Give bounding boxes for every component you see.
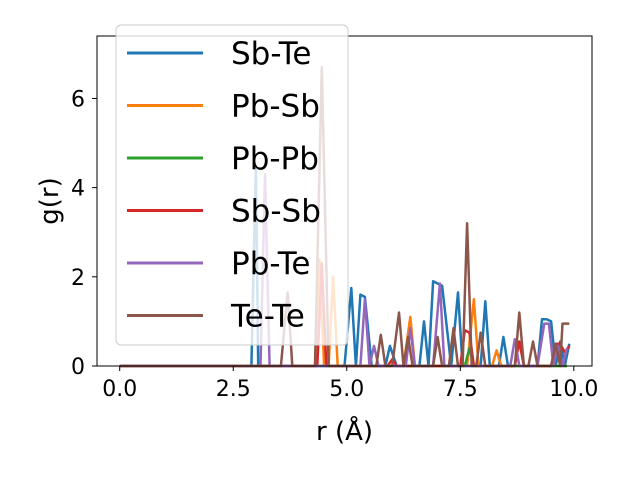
y-tick-label: 6 bbox=[71, 87, 85, 112]
x-tick-label: 5.0 bbox=[329, 377, 364, 402]
y-tick-label: 4 bbox=[71, 177, 85, 202]
legend: Sb-Te Pb-Sb Pb-Pb Sb-Sb Pb-Te Te-Te bbox=[115, 24, 349, 346]
x-tick-label: 7.5 bbox=[443, 377, 478, 402]
x-tick-label: 0.0 bbox=[102, 377, 137, 402]
x-axis-label: r (Å) bbox=[316, 415, 373, 447]
y-axis-label: g(r) bbox=[35, 177, 65, 224]
legend-label-sb-sb: Sb-Sb bbox=[231, 194, 321, 230]
x-tick-label: 2.5 bbox=[216, 377, 251, 402]
legend-label-te-te: Te-Te bbox=[230, 299, 305, 335]
legend-label-pb-sb: Pb-Sb bbox=[231, 89, 320, 125]
legend-label-pb-te: Pb-Te bbox=[231, 246, 310, 282]
x-tick-label: 10.0 bbox=[549, 377, 598, 402]
y-tick-label: 2 bbox=[71, 266, 85, 291]
legend-box bbox=[115, 24, 349, 346]
legend-label-pb-pb: Pb-Pb bbox=[231, 141, 319, 177]
axis-ticks: 0.0 2.5 5.0 7.5 10.0 0 2 4 6 bbox=[71, 87, 598, 402]
y-tick-label: 0 bbox=[71, 355, 85, 380]
legend-label-sb-te: Sb-Te bbox=[231, 36, 311, 72]
